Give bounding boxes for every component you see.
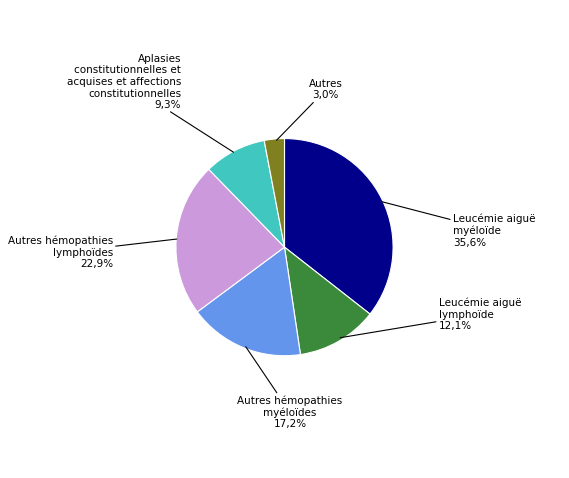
Text: Leucémie aiguë
lymphoïde
12,1%: Leucémie aiguë lymphoïde 12,1% xyxy=(340,298,521,338)
Wedge shape xyxy=(176,169,284,312)
Wedge shape xyxy=(209,141,284,247)
Wedge shape xyxy=(284,247,370,355)
Wedge shape xyxy=(197,247,300,356)
Text: Leucémie aiguë
myéloïde
35,6%: Leucémie aiguë myéloïde 35,6% xyxy=(382,202,535,248)
Text: Autres hémopathies
myéloïdes
17,2%: Autres hémopathies myéloïdes 17,2% xyxy=(237,347,343,429)
Text: Aplasies
constitutionnelles et
acquises et affections
constitutionnelles
9,3%: Aplasies constitutionnelles et acquises … xyxy=(67,54,233,152)
Wedge shape xyxy=(264,139,284,247)
Text: Autres
3,0%: Autres 3,0% xyxy=(277,79,343,141)
Wedge shape xyxy=(284,139,393,314)
Text: Autres hémopathies
lymphoïdes
22,9%: Autres hémopathies lymphoïdes 22,9% xyxy=(8,236,177,270)
